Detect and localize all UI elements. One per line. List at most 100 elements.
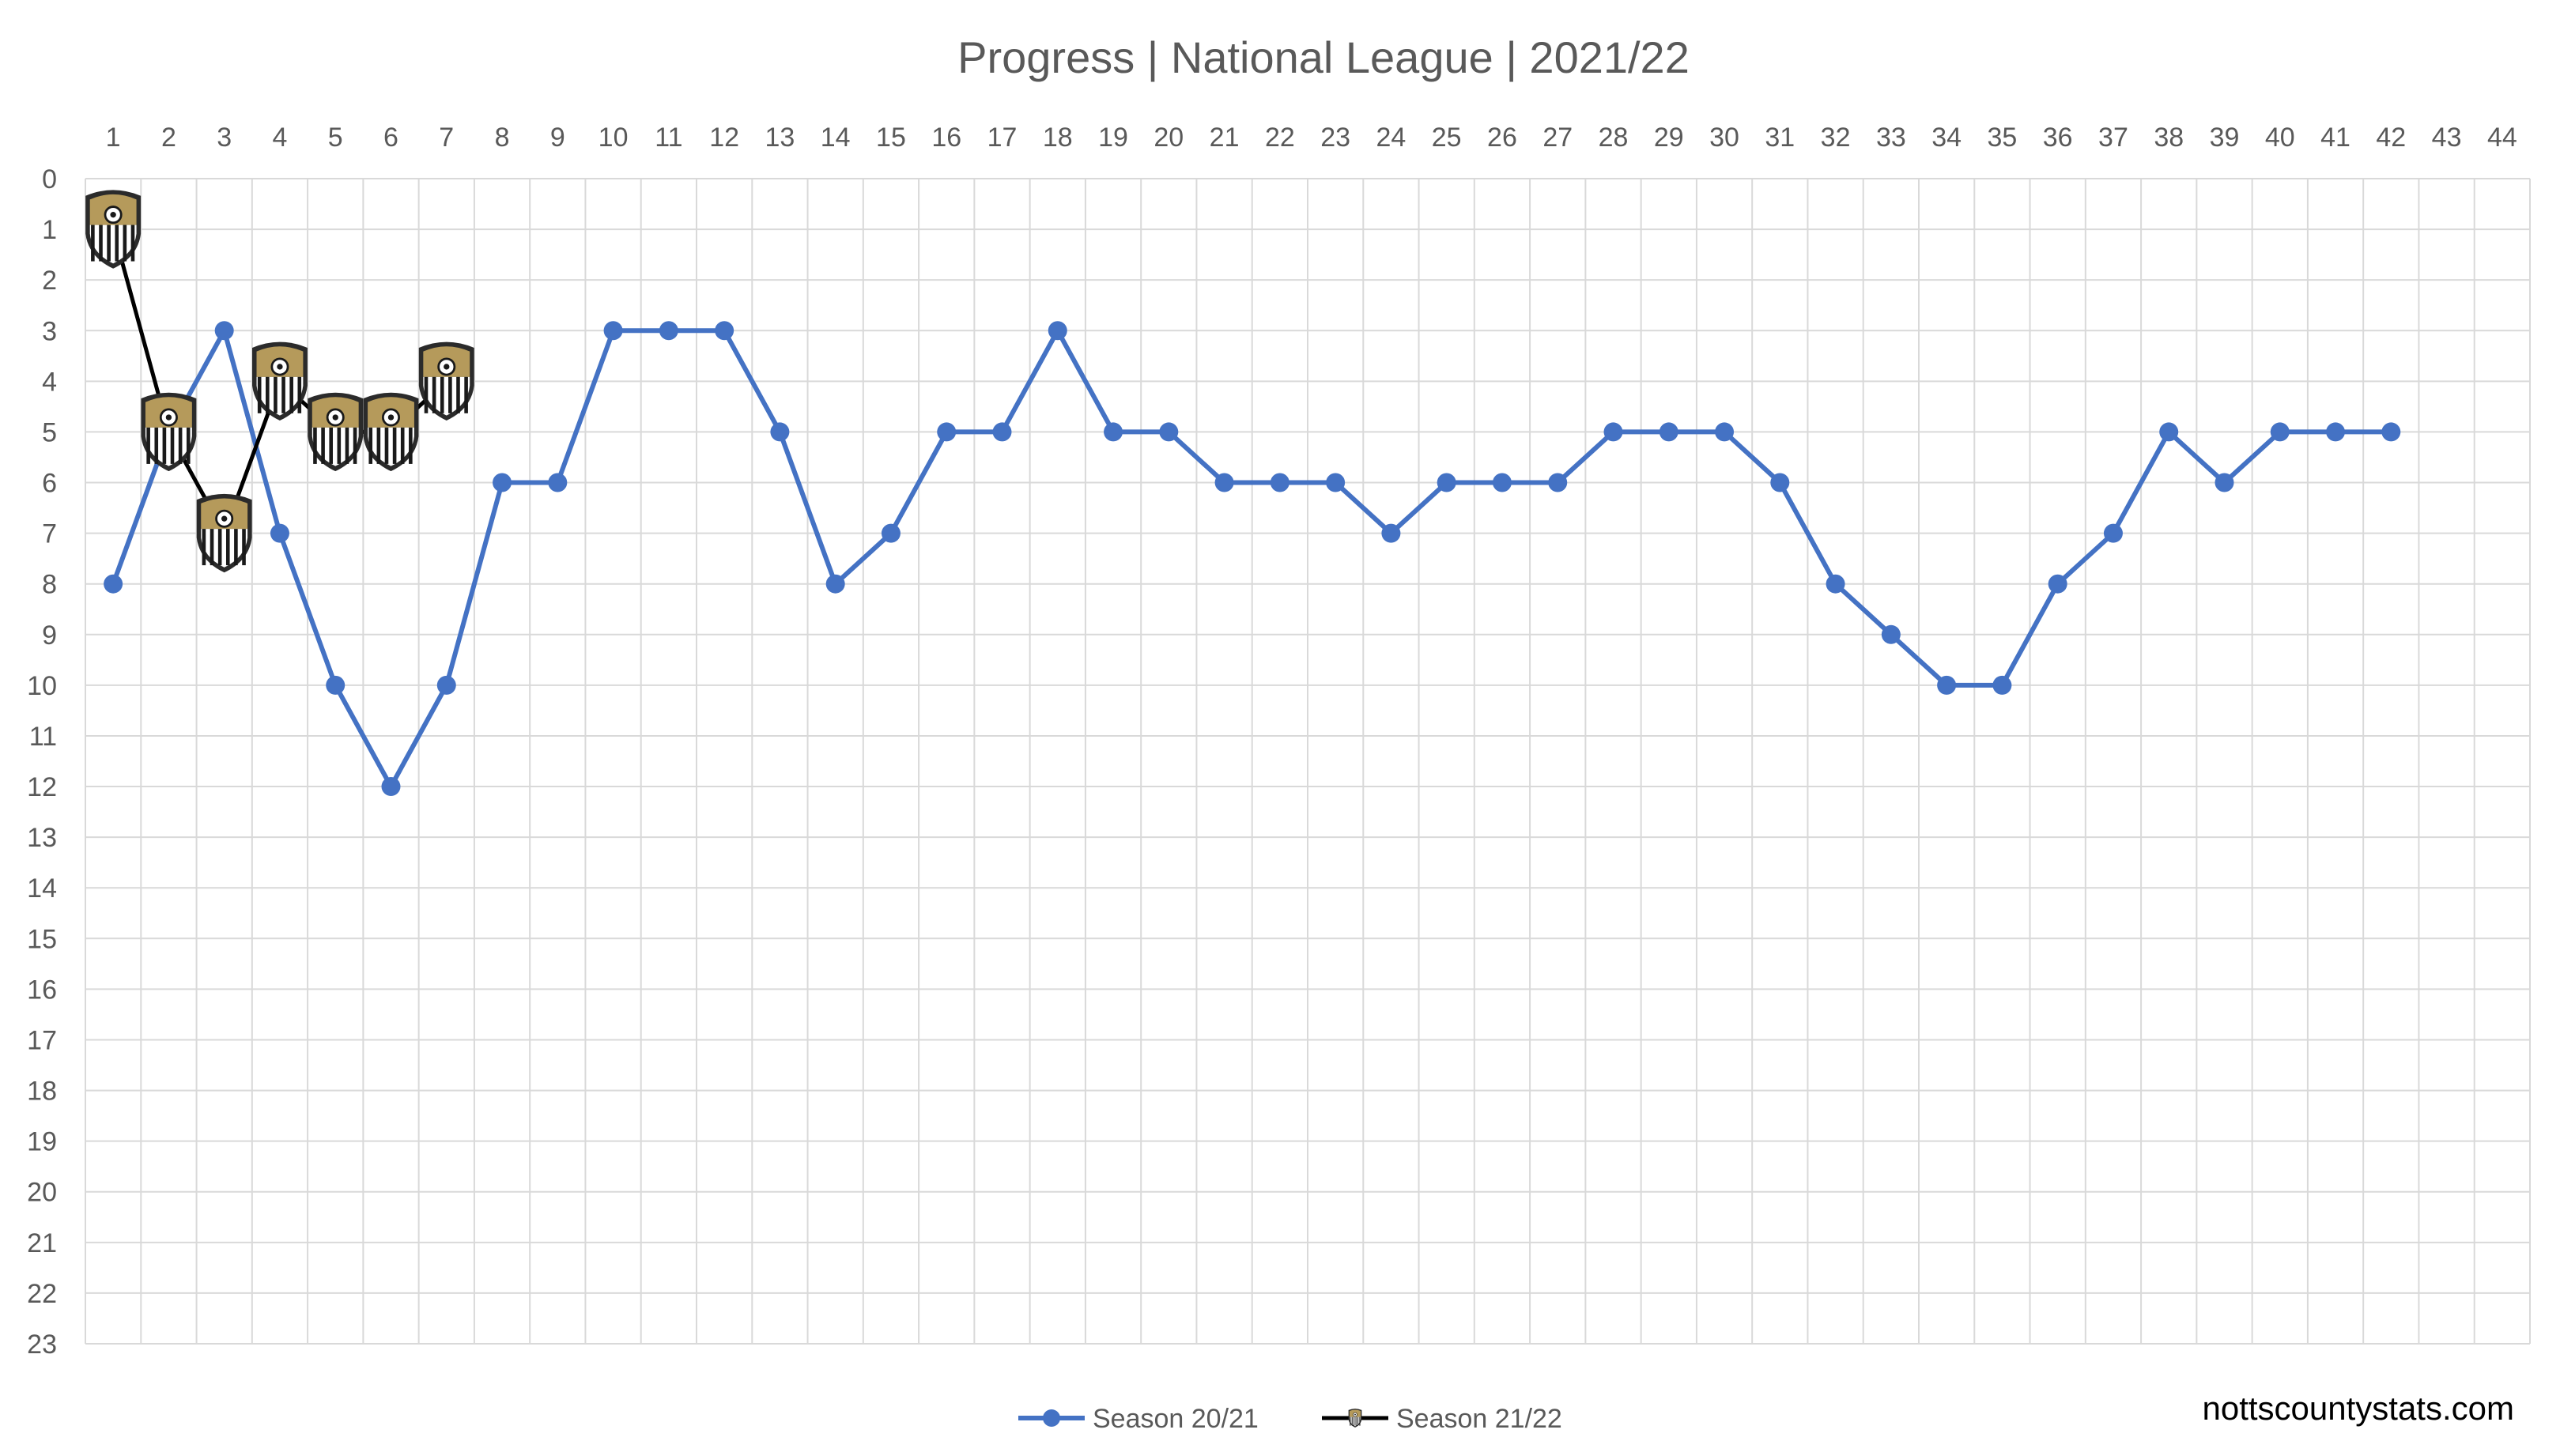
crest-stripes <box>1349 1416 1361 1427</box>
x-tick-label: 11 <box>655 123 682 153</box>
x-tick-label: 7 <box>439 123 454 153</box>
crest-stripe <box>91 224 95 262</box>
y-tick-label: 10 <box>27 671 57 701</box>
y-tick-label: 19 <box>27 1127 57 1157</box>
crest-field <box>312 427 359 466</box>
crest-field <box>256 376 304 416</box>
data-point <box>770 422 790 442</box>
x-tick-label: 31 <box>1765 123 1795 153</box>
data-point <box>1770 473 1790 492</box>
data-point <box>937 422 957 442</box>
crest-stripe <box>1355 1416 1357 1426</box>
y-tick-label: 22 <box>27 1279 57 1309</box>
crest-stripe <box>424 376 429 413</box>
crest-stripe <box>376 427 381 464</box>
x-tick-label: 20 <box>1154 123 1184 153</box>
crest-stripe <box>313 427 317 464</box>
crest-stripe <box>289 376 293 413</box>
legend-item-season-2122: Season 21/22 <box>1322 1404 1562 1434</box>
data-point <box>1881 624 1901 644</box>
x-tick-label: 25 <box>1432 123 1462 153</box>
x-tick-label: 44 <box>2487 123 2517 153</box>
data-point <box>992 422 1012 442</box>
crest-stripe <box>464 376 468 413</box>
data-point-crest <box>85 190 142 269</box>
site-credit: nottscountystats.com <box>2202 1390 2514 1427</box>
data-point <box>881 523 901 543</box>
data-point <box>1214 473 1234 492</box>
data-point <box>1548 473 1568 492</box>
data-point <box>1659 422 1678 442</box>
y-tick-label: 5 <box>42 417 57 447</box>
data-point <box>1437 473 1456 492</box>
crest-stripe <box>440 376 444 413</box>
x-tick-label: 40 <box>2265 123 2295 153</box>
x-tick-label: 33 <box>1876 123 1906 153</box>
crest-stripe <box>448 376 452 413</box>
x-tick-label: 4 <box>272 123 287 153</box>
x-tick-label: 8 <box>495 123 510 153</box>
data-point <box>214 321 234 341</box>
x-tick-label: 13 <box>765 123 795 153</box>
crest-stripe <box>170 427 175 464</box>
x-tick-label: 35 <box>1987 123 2017 153</box>
crest-field <box>1349 1416 1361 1427</box>
data-point <box>715 321 734 341</box>
data-point-crest <box>363 392 419 472</box>
data-point <box>1048 321 1067 341</box>
x-tick-label: 12 <box>709 123 739 153</box>
crest-stripe <box>115 224 119 262</box>
crest-ball-center <box>332 414 338 421</box>
x-tick-label: 5 <box>328 123 343 153</box>
crest-stripe <box>345 427 349 464</box>
data-point <box>1937 675 1957 695</box>
x-tick-label: 15 <box>876 123 906 153</box>
data-point <box>2381 422 2401 442</box>
crest-ball-center <box>387 414 395 421</box>
data-point <box>2326 422 2346 442</box>
x-tick-label: 41 <box>2320 123 2350 153</box>
x-tick-label: 14 <box>821 123 851 153</box>
crest-field <box>201 529 248 568</box>
crest-stripe <box>146 427 150 464</box>
x-axis-ticks: 1 2 3 4 5 6 7 8 9 10 11 12 13 14 15 16 17 18 19 20 21 22 23 24 2… <box>106 123 2517 153</box>
crest-stripe <box>178 427 183 464</box>
crest-stripe <box>107 224 111 262</box>
y-tick-label: 6 <box>42 469 57 499</box>
legend-swatch-marker <box>1043 1409 1060 1427</box>
grid <box>85 178 2531 1345</box>
data-point <box>326 675 345 695</box>
x-tick-label: 27 <box>1542 123 1573 153</box>
y-tick-label: 20 <box>27 1178 57 1208</box>
crest-stripe <box>409 427 413 464</box>
x-tick-label: 37 <box>2098 123 2128 153</box>
crest-stripes <box>201 529 248 568</box>
y-tick-label: 21 <box>27 1228 57 1258</box>
data-point <box>2048 574 2067 594</box>
data-point-crest <box>308 392 364 472</box>
x-tick-label: 28 <box>1599 123 1629 153</box>
crest-stripe <box>225 529 230 566</box>
data-point <box>1715 422 1735 442</box>
y-tick-label: 9 <box>42 620 57 651</box>
x-tick-label: 38 <box>2154 123 2184 153</box>
crest-stripes <box>312 427 359 466</box>
series-line-0 <box>111 328 2392 790</box>
crest-stripe <box>1357 1416 1359 1426</box>
data-point <box>1826 574 1845 594</box>
crest-stripe <box>217 529 222 566</box>
crest-stripe <box>392 427 397 464</box>
x-tick-label: 19 <box>1098 123 1128 153</box>
crest-stripe <box>234 529 238 566</box>
crest-ball-center <box>277 364 283 370</box>
crest-stripes <box>145 427 192 466</box>
data-point <box>2270 422 2290 442</box>
data-point <box>104 574 123 594</box>
data-point <box>659 321 678 341</box>
crest-field <box>89 224 137 264</box>
crest-stripe <box>162 427 167 464</box>
x-tick-label: 26 <box>1487 123 1517 153</box>
crest-ball-center <box>444 364 450 370</box>
